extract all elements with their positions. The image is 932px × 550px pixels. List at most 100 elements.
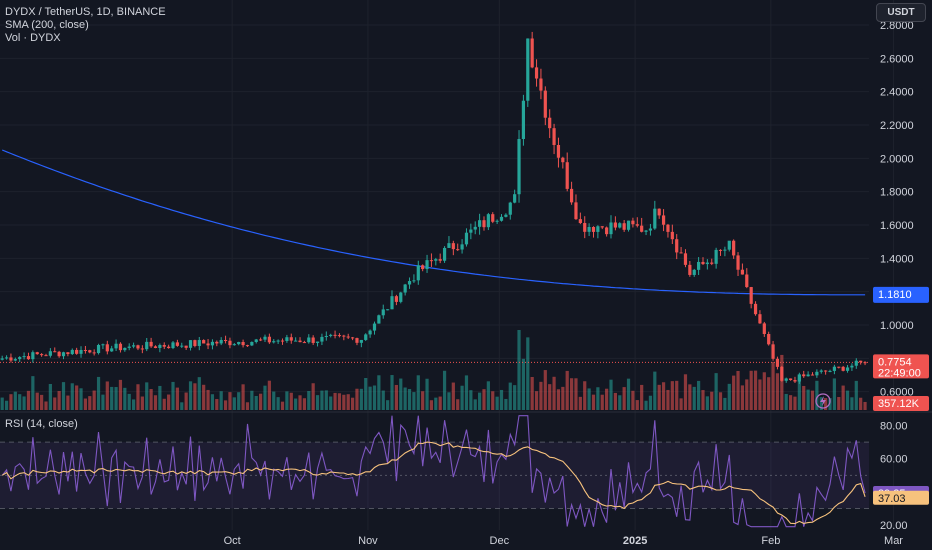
candle-body: [403, 284, 407, 293]
volume-bar: [416, 375, 420, 410]
lightning-icon[interactable]: [815, 393, 831, 409]
volume-bar: [31, 376, 35, 410]
price-tick-label: 2.6000: [880, 53, 914, 65]
candle-body: [780, 366, 784, 381]
candle-body: [640, 225, 644, 232]
candle-body: [543, 90, 547, 118]
volume-bar: [359, 388, 363, 410]
volume-bar: [626, 378, 631, 410]
volume-bar: [110, 386, 114, 410]
volume-bar: [175, 387, 179, 410]
candle-body: [210, 341, 215, 346]
volume-bar: [337, 393, 342, 410]
candle-body: [364, 334, 368, 340]
volume-bar: [403, 387, 407, 410]
symbol-legend: DYDX / TetherUS, 1D, BINANCE: [5, 6, 166, 18]
volume-bar: [771, 361, 775, 410]
candle-body: [18, 357, 22, 360]
candle-body: [442, 247, 447, 261]
volume-bar: [57, 391, 61, 410]
volume-bar: [259, 393, 263, 410]
volume-bar: [552, 376, 556, 410]
volume-bar: [832, 378, 836, 410]
candle-body: [438, 259, 442, 261]
volume-bar: [697, 380, 701, 410]
volume-bar: [648, 395, 653, 410]
volume-bar: [153, 395, 158, 410]
candle-body: [605, 227, 609, 235]
volume-bar: [149, 389, 153, 410]
candle-body: [499, 216, 504, 221]
volume-value-label: 357.12K: [878, 398, 920, 410]
candle-body: [280, 340, 285, 342]
volume-bar: [438, 396, 442, 410]
candle-body: [31, 352, 35, 360]
volume-bar: [845, 390, 850, 410]
volume-bar: [377, 375, 381, 410]
time-tick-label: Nov: [358, 535, 378, 547]
candle-body: [88, 350, 92, 353]
volume-bar: [657, 384, 661, 410]
volume-bar: [9, 394, 13, 410]
volume-bar: [561, 386, 565, 410]
candle-body: [806, 374, 810, 377]
volume-bar: [324, 390, 328, 410]
candle-body: [320, 336, 324, 342]
price-tick-label: 0.6000: [880, 387, 914, 399]
volume-bar: [145, 382, 149, 410]
candle-body: [13, 359, 17, 361]
volume-bar: [272, 391, 276, 410]
currency-button[interactable]: USDT: [876, 3, 926, 22]
volume-bar: [543, 370, 547, 410]
candle-body: [145, 341, 149, 350]
candle-body: [583, 223, 587, 232]
volume-bar: [101, 394, 105, 410]
candle-body: [386, 309, 390, 311]
volume-bar: [228, 392, 232, 410]
price-tick-label: 1.0000: [880, 320, 914, 332]
candle-body: [307, 337, 311, 343]
candle-body: [206, 343, 210, 346]
volume-bar: [53, 397, 57, 410]
volume-bar: [368, 386, 372, 410]
candle-body: [802, 374, 806, 377]
candle-body: [727, 240, 731, 250]
candle-body: [788, 378, 793, 381]
volume-bar: [837, 397, 841, 410]
candle-body: [469, 229, 473, 233]
candle-body: [70, 349, 74, 355]
time-tick-label: Feb: [761, 535, 780, 547]
rsi-tick-label: 80.00: [880, 421, 908, 433]
candle-body: [675, 239, 679, 253]
candle-body: [697, 261, 701, 270]
candle-body: [539, 78, 543, 91]
volume-bar: [701, 390, 705, 410]
candle-body: [250, 341, 254, 346]
volume-bars: [0, 330, 867, 410]
candle-body: [359, 339, 363, 343]
volume-bar: [342, 394, 346, 410]
candle-body: [342, 335, 346, 337]
volume-bar: [618, 395, 622, 410]
volume-bar: [92, 390, 96, 410]
sma-200-line: [1, 149, 866, 296]
volume-bar: [171, 381, 175, 410]
candle-body: [705, 262, 709, 265]
last-price-label: 22:49:00: [878, 367, 921, 379]
candle-body: [171, 342, 175, 349]
volume-bar: [421, 391, 425, 410]
candle-body: [613, 222, 617, 228]
candle-body: [762, 323, 766, 334]
volume-bar: [311, 383, 315, 410]
rsi-tick-label: 20.00: [880, 520, 908, 532]
price-tick-label: 1.6000: [880, 220, 914, 232]
candle-body: [412, 280, 416, 282]
candle-body: [683, 253, 688, 265]
volume-bar: [666, 389, 670, 410]
time-tick-label: Mar: [884, 535, 903, 547]
candle-body: [302, 342, 307, 344]
volume-bar: [613, 392, 617, 410]
rsi-ma-value-label: 37.03: [878, 493, 906, 505]
candle-body: [188, 340, 193, 348]
